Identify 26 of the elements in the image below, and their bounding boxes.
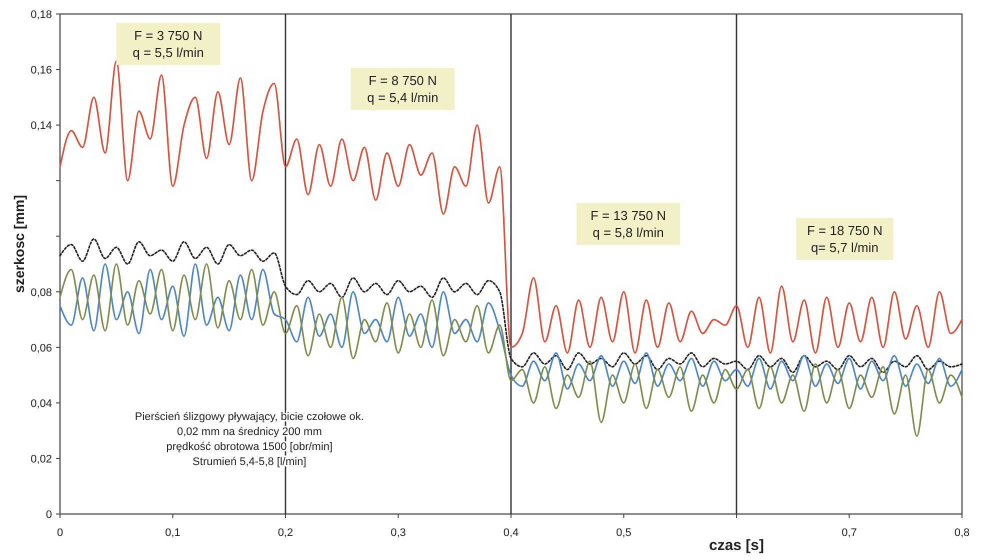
y-tick-label: 0,04 (30, 398, 52, 410)
x-tick-label: 0,1 (165, 527, 180, 539)
y-axis-title: szerkosc [mm] (11, 194, 27, 294)
x-tick-label: 0,5 (616, 527, 632, 539)
x-tick-label: 0,3 (390, 527, 406, 539)
y-tick-label: 0,14 (30, 120, 52, 132)
x-tick-label: 0,8 (954, 527, 970, 539)
annotation: F = 3 750 N q = 5,5 l/min (132, 28, 204, 60)
line-series (59, 263, 963, 390)
annotation: F = 13 750 N q = 5,8 l/min (590, 208, 666, 240)
x-tick-label: 0,2 (278, 527, 294, 539)
y-tick-label: 0,16 (30, 64, 52, 77)
line-series (59, 238, 963, 374)
annotation: F = 8 750 N q = 5,4 l/min (367, 73, 438, 105)
y-tick-label: 0,06 (30, 342, 52, 354)
y-tick-label: 0,18 (30, 9, 52, 21)
line-series (59, 263, 963, 438)
y-tick-label: 0,02 (30, 453, 52, 466)
y-tick-label: 0 (46, 509, 52, 521)
x-tick-label: 0,7 (842, 527, 857, 539)
x-tick-label: 0,4 (503, 527, 519, 539)
x-axis-title: czas [s] (708, 537, 764, 554)
y-tick-label: 0,08 (30, 286, 52, 299)
annotation: F = 18 750 N q= 5,7 l/min (806, 223, 883, 255)
x-tick-label: 0 (56, 527, 64, 539)
line-series (59, 60, 963, 354)
